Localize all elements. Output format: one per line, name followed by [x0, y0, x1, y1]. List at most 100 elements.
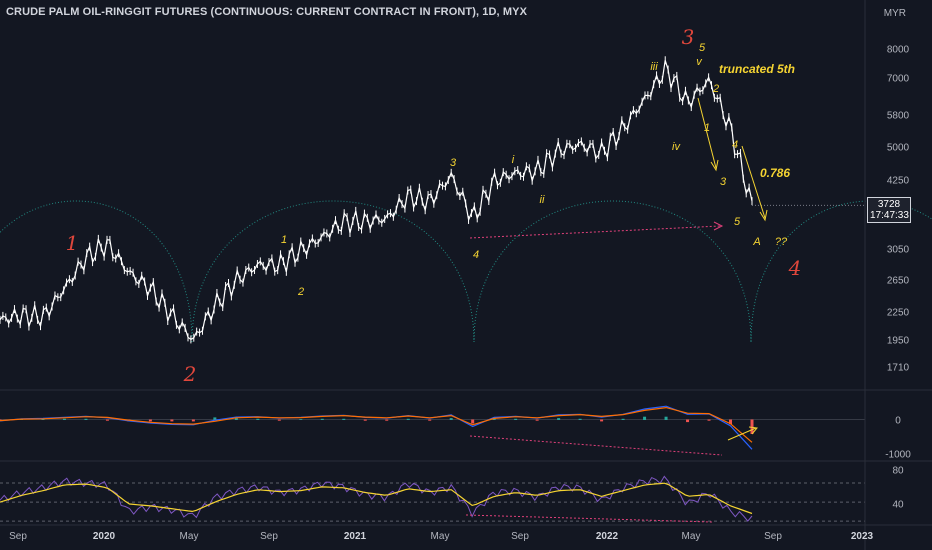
wave-label-minor: 2: [712, 83, 720, 95]
x-tick-label: Sep: [764, 531, 782, 542]
price-divergence-line: [469, 225, 721, 239]
macd-histogram-bar: [234, 418, 238, 420]
rsi-tick-label: 40: [892, 499, 904, 511]
macd-histogram-bar: [84, 418, 88, 420]
cycle-arc: [750, 200, 932, 343]
macd-histogram-bar: [664, 416, 668, 420]
y-tick-label: 1710: [886, 362, 910, 374]
x-tick-label: May: [430, 531, 450, 542]
wave-label-major: 3: [681, 25, 695, 49]
macd-histogram-bar: [729, 419, 733, 425]
macd-histogram-bar: [299, 419, 303, 420]
x-tick-label: Sep: [9, 531, 27, 542]
macd-line: [0, 405, 753, 450]
wave-label-minor: 3: [719, 176, 727, 188]
wave-label-minor: ii: [539, 194, 545, 206]
macd-histogram-bar: [621, 418, 625, 420]
x-tick-label: May: [681, 531, 701, 542]
macd-histogram-bar: [320, 418, 324, 420]
macd-histogram-bar: [600, 419, 604, 422]
y-tick-label: 2250: [886, 307, 910, 319]
macd-histogram-bar: [643, 416, 647, 420]
price-divergence-arrow: [713, 221, 724, 231]
macd-histogram-bar: [578, 418, 582, 420]
macd-histogram-bar: [428, 419, 432, 421]
wave-label-minor: 4: [472, 249, 480, 261]
macd-tick-label: 0: [895, 415, 901, 427]
note-truncated-fifth: truncated 5th: [718, 62, 796, 76]
note-fib-ratio: 0.786: [759, 166, 791, 180]
cycle-arc: [191, 200, 475, 343]
x-tick-label: May: [179, 531, 199, 542]
macd-histogram-bar: [514, 418, 518, 420]
y-tick-label: 8000: [886, 44, 910, 56]
wave-label-minor: 1: [280, 234, 288, 246]
wave-label-minor: ??: [774, 236, 788, 248]
rsi-divergence-line: [465, 514, 713, 523]
y-axis-currency-label: MYR: [883, 8, 906, 19]
wave-arrow: [697, 97, 717, 169]
wave-label-minor: i: [511, 154, 515, 166]
macd-arrowhead: [748, 426, 758, 435]
cycle-arc: [473, 200, 752, 343]
chart-title: CRUDE PALM OIL-RINGGIT FUTURES (CONTINUO…: [6, 6, 528, 18]
last-price-value: 3728: [877, 199, 901, 210]
macd-histogram-bar: [686, 419, 690, 423]
macd-arrow: [727, 427, 757, 441]
macd-histogram-bar: [342, 418, 346, 420]
macd-histogram-bar: [385, 419, 389, 421]
y-tick-label: 1950: [886, 335, 910, 347]
wave-label-minor: iv: [672, 141, 680, 153]
macd-histogram-bar: [191, 419, 195, 422]
macd-histogram-bar: [363, 419, 367, 421]
rsi-ma-line: [0, 482, 753, 515]
x-tick-label: 2020: [92, 531, 116, 542]
rsi-line: [0, 475, 753, 522]
wave-label-minor: A: [753, 236, 761, 248]
wave-label-minor: iii: [650, 61, 658, 73]
macd-histogram-bar: [535, 419, 539, 421]
x-tick-label: 2021: [343, 531, 367, 542]
x-tick-label: 2023: [850, 531, 874, 542]
y-tick-label: 4250: [886, 175, 910, 187]
price-line: [0, 60, 753, 341]
rsi-tick-label: 80: [892, 465, 904, 477]
macd-histogram-bar: [449, 418, 453, 420]
wave-label-minor: 5: [733, 216, 741, 228]
x-tick-label: Sep: [260, 531, 278, 542]
last-price-countdown: 17:47:33: [870, 210, 909, 221]
wave-label-minor: v: [696, 56, 702, 68]
macd-divergence-line: [469, 435, 723, 456]
macd-histogram-bar: [471, 419, 475, 424]
x-tick-label: Sep: [511, 531, 529, 542]
wave-arrow: [741, 145, 766, 219]
macd-histogram-bar: [62, 418, 66, 420]
macd-histogram-bar: [213, 417, 217, 420]
wave-label-minor: 2: [297, 286, 305, 298]
last-price-badge: 3728 17:47:33: [867, 197, 911, 223]
macd-histogram-bar: [707, 419, 711, 421]
wave-label-major: 2: [183, 362, 197, 386]
y-tick-label: 3050: [886, 244, 910, 256]
macd-histogram-bar: [105, 419, 109, 421]
wave-label-major: 1: [65, 231, 79, 255]
wave-label-major: 4: [788, 256, 802, 280]
macd-histogram-bar: [750, 419, 754, 434]
wave-arrowhead: [759, 209, 768, 222]
wave-label-minor: 3: [449, 157, 457, 169]
y-tick-label: 2650: [886, 275, 910, 287]
macd-tick-label: -1000: [885, 449, 911, 461]
y-tick-label: 5000: [886, 142, 910, 154]
macd-histogram-bar: [256, 418, 260, 420]
macd-histogram-bar: [277, 419, 281, 421]
macd-histogram-bar: [557, 418, 561, 420]
wave-arrowhead: [710, 159, 719, 172]
macd-histogram-bar: [148, 419, 152, 422]
y-tick-label: 5800: [886, 110, 910, 122]
x-tick-label: 2022: [595, 531, 619, 542]
y-tick-label: 7000: [886, 73, 910, 85]
macd-histogram-bar: [170, 419, 174, 422]
macd-histogram-bar: [406, 418, 410, 420]
